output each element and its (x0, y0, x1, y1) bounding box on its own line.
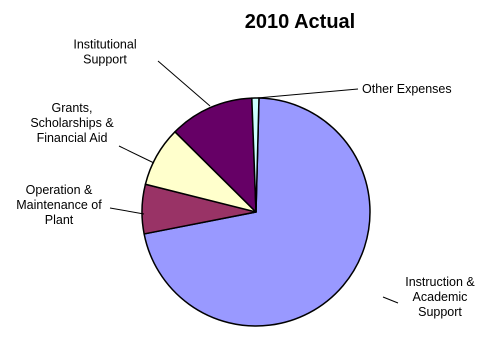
slice-label-line: Grants, (52, 101, 93, 115)
slice-label-0: Instruction & Academic Support (405, 275, 475, 319)
leader-lines (109, 60, 399, 304)
slice-label-line: Scholarships & (30, 116, 114, 130)
leader-line-0 (382, 296, 399, 304)
slice-label-1: Operation & Maintenance of Plant (16, 183, 102, 227)
slice-label-line: Academic (413, 290, 468, 304)
pie-slices (141, 97, 371, 327)
pie-slice-3 (174, 97, 257, 213)
slice-label-line: Plant (45, 213, 74, 227)
slice-label-line: Support (418, 305, 462, 319)
slice-label-line: Support (83, 53, 127, 67)
leader-line-1 (109, 207, 145, 215)
leader-line-4 (256, 88, 359, 99)
slice-label-line: Institutional (73, 38, 136, 52)
slice-label-line: Financial Aid (37, 131, 108, 145)
slice-label-2: Grants, Scholarships & Financial Aid (30, 101, 114, 145)
slice-label-line: Other Expenses (362, 82, 452, 96)
pie-slice-0 (143, 97, 371, 327)
slice-label-3: Institutional Support (73, 38, 136, 67)
slice-label-line: Maintenance of (16, 198, 102, 212)
slice-label-4: Other Expenses (362, 82, 452, 96)
leader-line-3 (157, 60, 211, 107)
slice-label-line: Instruction & (405, 275, 475, 289)
slice-label-line: Operation & (26, 183, 93, 197)
leader-line-2 (118, 145, 155, 164)
chart-title: 2010 Actual (245, 11, 355, 33)
